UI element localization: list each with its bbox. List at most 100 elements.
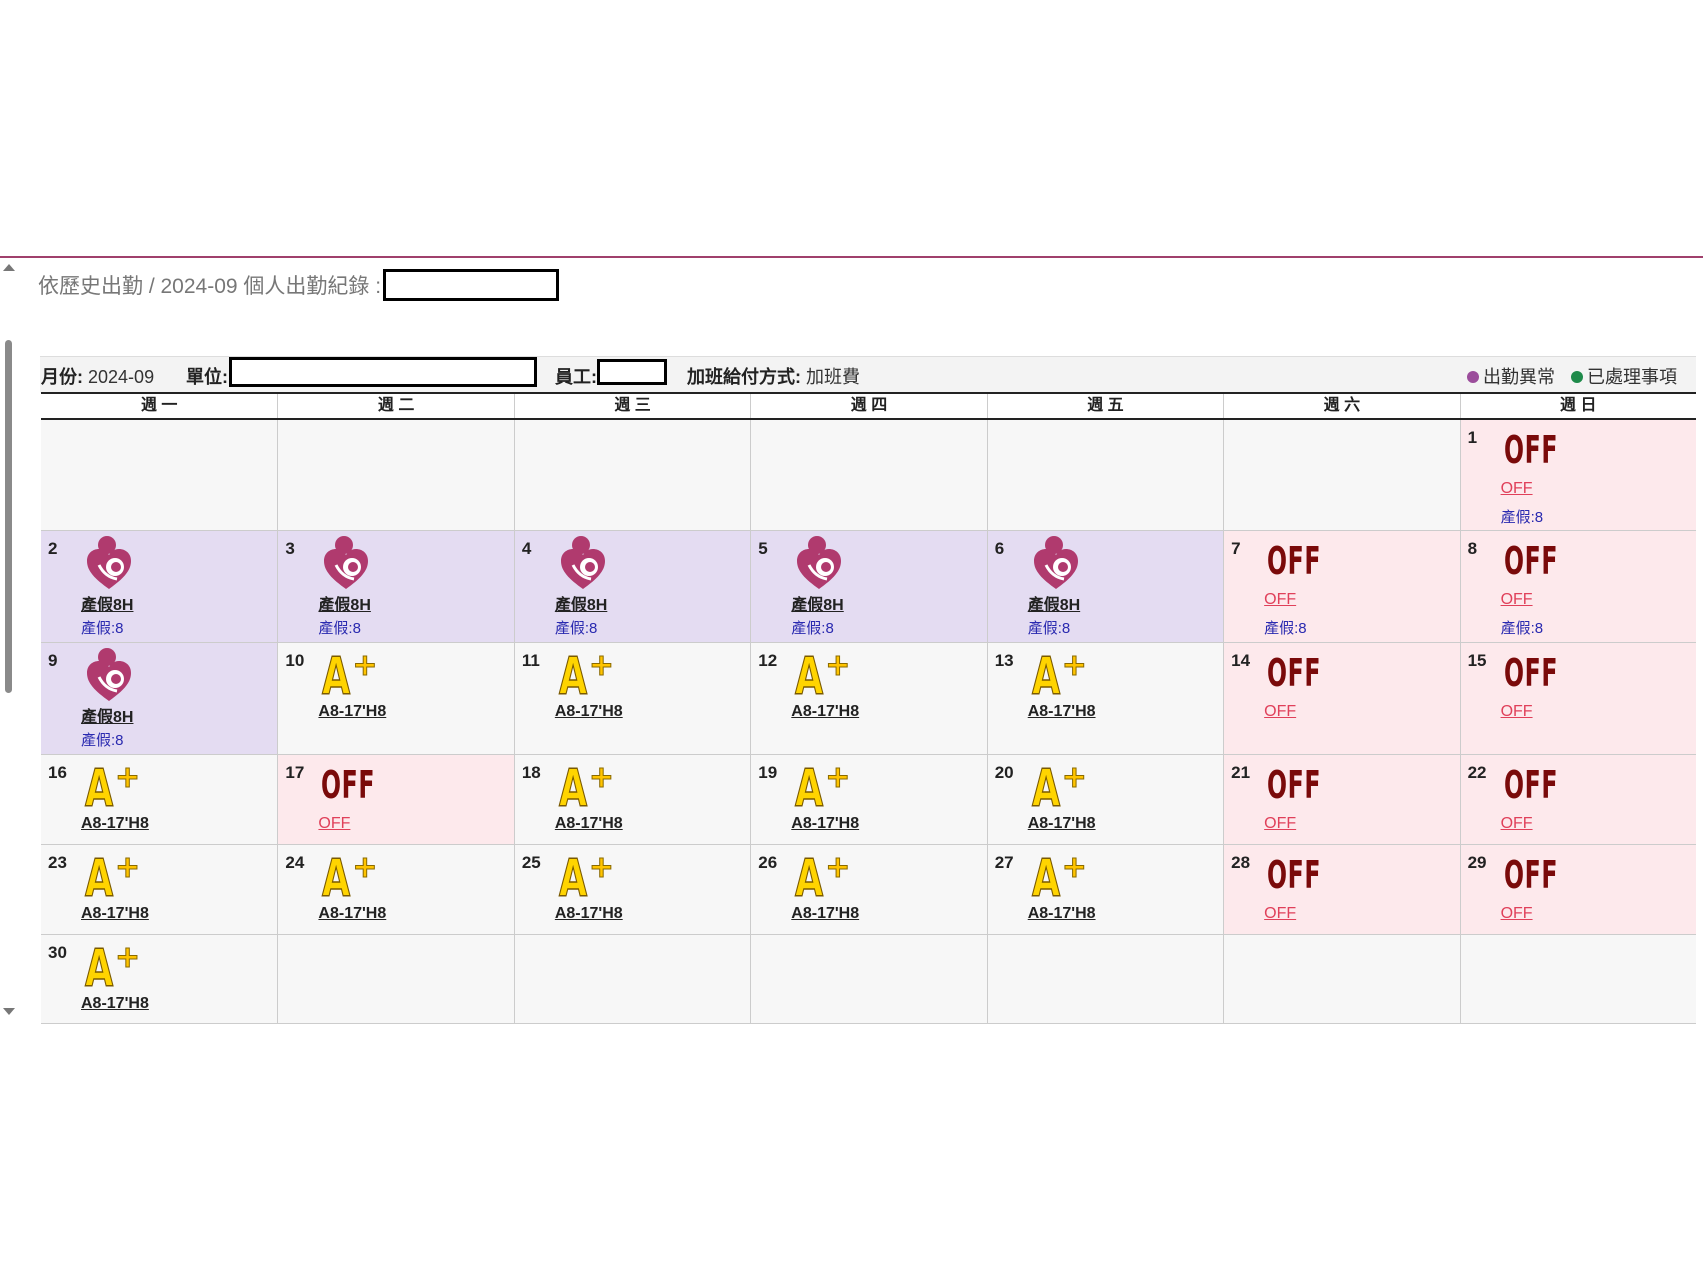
off-icon-text: OFF (321, 763, 376, 807)
a-plus-sign: + (114, 850, 141, 885)
day-number: 12 (758, 651, 778, 670)
day-cell: 8 OFF OFF 產假:8 (1459, 531, 1696, 642)
a-plus-badge: A + (1031, 850, 1096, 909)
shift-link[interactable]: A8-17'H8 (791, 905, 860, 922)
shift-link[interactable]: A8-17'H8 (554, 703, 623, 720)
shift-link[interactable]: 產假8H (81, 597, 134, 614)
redacted-unit (229, 357, 537, 387)
a-plus-shift-icon: A + (795, 648, 859, 707)
shift-link[interactable]: 產假8H (554, 597, 608, 614)
overtime-label: 加班給付方式: (687, 367, 801, 387)
a-plus-badge: A + (322, 648, 386, 707)
day-number: 22 (1467, 763, 1487, 782)
a-plus-badge: A + (795, 760, 859, 819)
day-number: 9 (48, 651, 58, 670)
weekday-fri: 週 五 (986, 394, 1223, 418)
empty-day-cell (750, 935, 987, 1023)
off-link[interactable]: OFF (1500, 905, 1533, 922)
shift-link[interactable]: 產假8H (81, 709, 134, 726)
shift-link[interactable]: 產假8H (791, 597, 844, 614)
info-bar: 月份: 2024-09 單位: 員工: 加班給付方式: 加班費 出勤異常 已處理… (40, 356, 1696, 393)
shift-link[interactable]: A8-17'H8 (318, 703, 387, 720)
empty-day-cell (277, 935, 514, 1023)
breadcrumb: 依歷史出勤 / 2024-09 個人出勤紀錄 : (38, 270, 381, 300)
off-link[interactable]: OFF (1264, 591, 1297, 608)
day-number: 1 (1467, 428, 1478, 447)
a-plus-shift-icon: A + (84, 850, 149, 909)
day-cell: 2 產假8H 產假:8 (41, 531, 278, 642)
day-number: 5 (758, 539, 768, 558)
redacted-employee (597, 359, 667, 385)
day-number: 11 (521, 651, 540, 670)
redacted-employee-name (383, 269, 559, 301)
shift-link[interactable]: A8-17'H8 (1027, 905, 1096, 922)
shift-link[interactable]: A8-17'H8 (554, 905, 623, 922)
day-cell: 11 A + A8-17'H8 (513, 643, 751, 754)
a-plus-letter: A (322, 849, 351, 909)
shift-link[interactable]: A8-17'H8 (81, 815, 149, 832)
month-label: 月份: (41, 367, 83, 387)
a-plus-badge: A + (322, 850, 386, 909)
empty-day-cell (986, 420, 1224, 530)
shift-link[interactable]: A8-17'H8 (1027, 815, 1096, 832)
off-link[interactable]: OFF (1264, 905, 1297, 922)
off-icon: OFF (1267, 651, 1354, 695)
leave-note: 產假:8 (81, 732, 124, 749)
a-plus-sign: + (825, 648, 851, 683)
a-plus-badge: A + (558, 850, 623, 909)
off-icon: OFF (1504, 763, 1591, 807)
leave-note: 產假:8 (1500, 620, 1544, 637)
day-cell: 24 A + A8-17'H8 (277, 845, 514, 934)
a-plus-shift-icon: A + (1031, 850, 1096, 909)
off-link[interactable]: OFF (318, 815, 351, 832)
leave-note: 產假:8 (81, 620, 124, 637)
shift-link[interactable]: 產假8H (1027, 597, 1081, 614)
a-plus-sign: + (588, 760, 614, 795)
off-link[interactable]: OFF (1500, 480, 1533, 497)
calendar-week-row: 1 OFF OFF 產假:8 (41, 420, 1696, 531)
breastfeeding-mother-icon (85, 535, 133, 596)
shift-link[interactable]: A8-17'H8 (791, 815, 860, 832)
off-icon: OFF (1504, 651, 1591, 695)
shift-link[interactable]: A8-17'H8 (554, 815, 623, 832)
day-cell: 21 OFF OFF (1223, 755, 1460, 844)
purple-dot-icon (1467, 371, 1479, 384)
a-plus-badge: A + (1031, 648, 1096, 707)
day-number: 29 (1467, 853, 1487, 872)
off-icon-text: OFF (1267, 763, 1322, 807)
off-icon-text: OFF (1503, 763, 1558, 807)
off-link[interactable]: OFF (1264, 815, 1297, 832)
day-number: 2 (48, 539, 58, 558)
off-link[interactable]: OFF (1500, 591, 1533, 608)
a-plus-sign: + (825, 850, 851, 885)
day-number: 23 (48, 853, 67, 872)
day-cell: 7 OFF OFF 產假:8 (1223, 531, 1460, 642)
shift-link[interactable]: A8-17'H8 (318, 905, 387, 922)
shift-link[interactable]: 產假8H (318, 597, 371, 614)
leave-note: 產假:8 (1264, 620, 1307, 637)
shift-link[interactable]: A8-17'H8 (791, 703, 860, 720)
a-plus-shift-icon: A + (795, 850, 859, 909)
leave-note: 產假:8 (1027, 620, 1071, 637)
off-icon-text: OFF (1503, 853, 1558, 897)
a-plus-sign: + (114, 760, 141, 795)
scroll-thumb[interactable] (5, 340, 12, 693)
shift-link[interactable]: A8-17'H8 (81, 905, 149, 922)
month-info: 月份: 2024-09 (41, 363, 154, 389)
vertical-scrollbar[interactable] (0, 260, 18, 1017)
scroll-down-arrow-icon[interactable] (3, 1008, 15, 1015)
day-number: 30 (48, 943, 67, 962)
day-cell: 1 OFF OFF 產假:8 (1459, 420, 1696, 530)
off-link[interactable]: OFF (1500, 815, 1533, 832)
day-number: 10 (285, 651, 305, 670)
off-link[interactable]: OFF (1264, 703, 1297, 720)
shift-link[interactable]: A8-17'H8 (1027, 703, 1096, 720)
shift-link[interactable]: A8-17'H8 (81, 995, 149, 1012)
breastfeeding-mother-icon (559, 535, 607, 596)
scroll-up-arrow-icon[interactable] (3, 264, 15, 271)
a-plus-shift-icon: A + (84, 760, 149, 819)
off-link[interactable]: OFF (1500, 703, 1533, 720)
day-number: 16 (48, 763, 67, 782)
attendance-calendar: 週 一 週 二 週 三 週 四 週 五 週 六 週 日 1 OFF OFF 產假:8 2… (41, 392, 1696, 1024)
day-cell: 30 A + A8-17'H8 (41, 935, 278, 1023)
